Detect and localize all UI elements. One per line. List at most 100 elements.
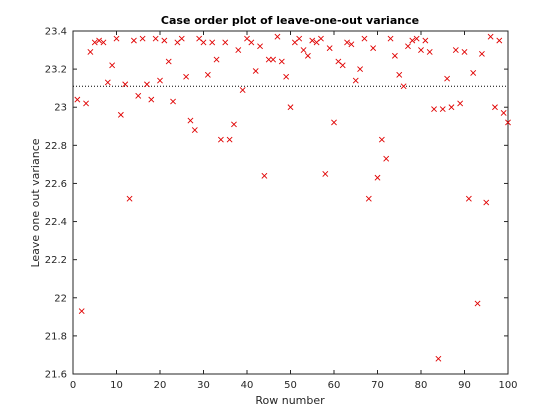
y-tick-label: 21.6	[45, 370, 67, 381]
data-point-stroke	[78, 308, 85, 315]
data-point-stroke	[391, 52, 398, 59]
ticks-layer: 0 10 20 30 40 50 60 70 80 90 100 21.6 21.8 22 22.2 22.4…	[45, 27, 518, 392]
data-point-stroke	[248, 39, 255, 46]
data-point-stroke	[496, 37, 503, 44]
x-tick-label: 0	[70, 380, 76, 391]
data-point	[383, 155, 390, 162]
data-point	[231, 121, 237, 128]
data-point-stroke	[344, 39, 350, 46]
data-point-stroke	[135, 92, 142, 99]
data-point	[226, 136, 233, 143]
data-point	[339, 62, 346, 69]
data-point	[344, 39, 350, 46]
data-point-stroke	[239, 87, 246, 93]
data-point	[309, 37, 316, 44]
data-point-stroke	[157, 77, 163, 84]
data-point	[222, 39, 229, 46]
chart-title: Case order plot of leave-one-out varianc…	[161, 14, 419, 27]
data-point-stroke	[170, 98, 176, 105]
data-point	[378, 136, 385, 143]
data-point-stroke	[122, 81, 129, 88]
data-point-stroke	[257, 43, 263, 50]
x-tick-label: 20	[154, 380, 167, 391]
data-point-stroke	[87, 49, 94, 55]
data-point	[235, 47, 242, 53]
y-tick-label: 22.2	[45, 255, 67, 266]
data-point-stroke	[461, 49, 468, 55]
data-point-stroke	[209, 39, 216, 46]
data-point	[265, 56, 272, 63]
data-point-stroke	[326, 45, 333, 52]
data-point-stroke	[213, 56, 220, 63]
data-point-stroke	[187, 117, 194, 124]
data-point	[252, 68, 259, 74]
data-point	[326, 45, 333, 52]
data-point-stroke	[226, 136, 233, 143]
data-point-stroke	[148, 96, 155, 103]
data-point-stroke	[91, 39, 98, 46]
data-point-stroke	[439, 106, 446, 113]
data-point	[83, 100, 89, 107]
data-point-stroke	[470, 70, 477, 76]
data-point	[270, 56, 277, 63]
data-point-stroke	[278, 58, 285, 65]
data-point	[109, 62, 116, 69]
data-point-stroke	[422, 37, 429, 44]
data-point	[413, 35, 420, 42]
data-point-stroke	[448, 104, 455, 111]
x-tick-label: 80	[415, 380, 428, 391]
data-point-stroke	[322, 170, 329, 177]
data-point	[261, 172, 268, 179]
data-point	[478, 50, 485, 57]
data-point	[165, 58, 172, 65]
data-point-stroke	[431, 106, 437, 113]
data-point-stroke	[300, 47, 307, 53]
data-point	[100, 39, 107, 46]
data-point-stroke	[339, 62, 346, 69]
data-point-stroke	[318, 35, 324, 42]
data-point	[239, 87, 246, 93]
data-point-stroke	[492, 104, 498, 111]
data-point-stroke	[505, 119, 511, 126]
data-point	[87, 49, 94, 55]
data-point	[183, 73, 190, 80]
data-point	[130, 37, 137, 44]
y-tick-label: 22.6	[45, 179, 67, 190]
data-point-stroke	[478, 50, 485, 57]
data-point-stroke	[413, 35, 420, 42]
data-point-stroke	[357, 66, 364, 73]
data-point-stroke	[287, 104, 294, 111]
data-point-stroke	[144, 81, 150, 88]
data-point	[257, 43, 263, 50]
y-axis-title: Leave one out variance	[29, 138, 42, 267]
data-point	[322, 170, 329, 177]
data-point-stroke	[117, 111, 124, 118]
data-point-stroke	[200, 39, 207, 46]
data-point-stroke	[104, 79, 111, 86]
y-tick-label: 22	[54, 293, 67, 304]
data-point	[144, 81, 150, 88]
data-point	[209, 39, 216, 46]
x-tick-label: 40	[241, 380, 254, 391]
data-point-stroke	[217, 136, 224, 143]
y-tick-label: 23.4	[45, 27, 67, 38]
data-point	[374, 174, 381, 181]
y-tick-label: 23	[54, 103, 67, 114]
data-point	[435, 355, 442, 362]
data-point	[461, 49, 468, 55]
data-point	[448, 104, 455, 111]
data-point	[396, 71, 403, 78]
data-point-stroke	[405, 43, 411, 50]
x-tick-label: 90	[458, 380, 471, 391]
data-point	[178, 35, 185, 42]
data-point	[204, 71, 211, 78]
data-point	[409, 37, 416, 44]
data-point-stroke	[231, 121, 237, 128]
data-point	[78, 308, 85, 315]
data-point	[348, 41, 355, 48]
x-tick-label: 10	[110, 380, 123, 391]
data-point	[278, 58, 285, 65]
data-point-stroke	[222, 39, 229, 46]
data-point	[117, 111, 124, 118]
data-point	[357, 66, 364, 73]
